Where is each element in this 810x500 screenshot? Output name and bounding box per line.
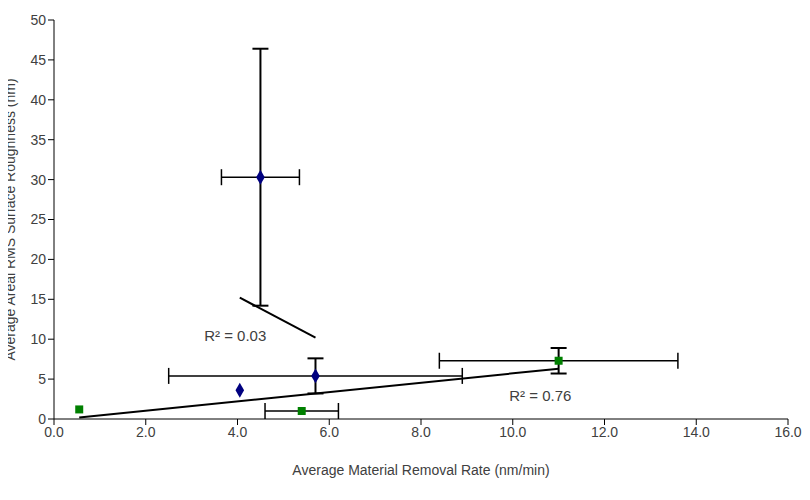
svg-text:R² = 0.76: R² = 0.76 [509, 387, 571, 404]
svg-text:40: 40 [30, 92, 46, 108]
svg-text:20: 20 [30, 251, 46, 267]
svg-text:4.0: 4.0 [228, 424, 248, 440]
svg-text:6.0: 6.0 [320, 424, 340, 440]
svg-text:Average Areal RMS Surface Roug: Average Areal RMS Surface Roughness (nm) [8, 78, 18, 360]
svg-text:45: 45 [30, 52, 46, 68]
svg-text:8.0: 8.0 [411, 424, 431, 440]
svg-text:5: 5 [38, 371, 46, 387]
svg-text:0.0: 0.0 [44, 424, 64, 440]
svg-text:15: 15 [30, 291, 46, 307]
svg-text:16.0: 16.0 [774, 424, 801, 440]
svg-text:Average Material Removal Rate: Average Material Removal Rate (nm/min) [292, 462, 549, 478]
svg-text:0: 0 [38, 411, 46, 427]
svg-text:10.0: 10.0 [499, 424, 526, 440]
svg-text:30: 30 [30, 172, 46, 188]
svg-text:R² = 0.03: R² = 0.03 [204, 327, 266, 344]
svg-text:25: 25 [30, 211, 46, 227]
svg-text:35: 35 [30, 132, 46, 148]
svg-text:10: 10 [30, 331, 46, 347]
svg-text:2.0: 2.0 [136, 424, 156, 440]
svg-text:50: 50 [30, 12, 46, 28]
svg-text:12.0: 12.0 [591, 424, 618, 440]
svg-text:14.0: 14.0 [683, 424, 710, 440]
